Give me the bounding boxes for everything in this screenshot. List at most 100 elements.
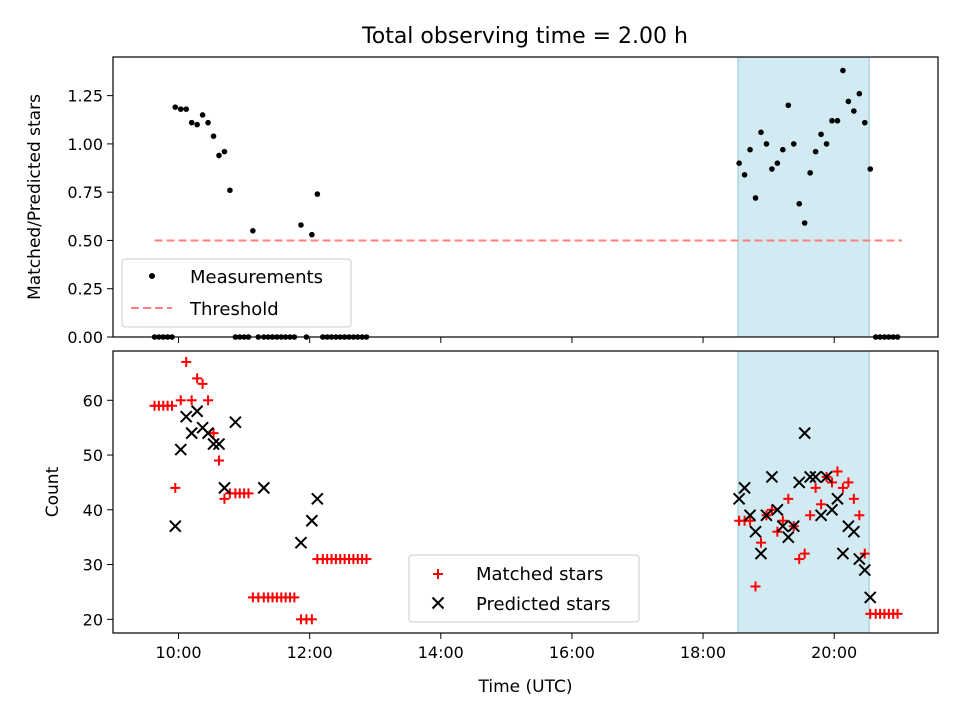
data-point-matched-stars bbox=[197, 378, 208, 389]
data-point-predicted-stars bbox=[825, 503, 839, 517]
data-point-predicted-stars bbox=[793, 476, 806, 489]
data-point-measurement bbox=[801, 220, 808, 226]
data-point-measurement bbox=[205, 119, 211, 126]
data-point-matched-stars bbox=[289, 592, 300, 603]
x-tick-label: 14:00 bbox=[418, 643, 464, 662]
data-point-measurement bbox=[314, 191, 321, 197]
data-point-matched-stars bbox=[181, 356, 192, 367]
data-point-matched-stars bbox=[777, 515, 788, 526]
x-tick-label: 16:00 bbox=[549, 643, 595, 662]
data-point-measurement bbox=[861, 119, 868, 126]
x-tick-label: 10:00 bbox=[156, 643, 202, 662]
bottom-axes: 20 30 40 50 60 10:00 12:00 14:00 16:00 18:00 20:0… bbox=[43, 350, 939, 697]
data-point-matched-stars bbox=[167, 400, 178, 411]
top-x-ticks bbox=[178, 337, 835, 343]
data-point-measurement bbox=[221, 148, 228, 155]
bottom-y-ticks: 20 30 40 50 60 bbox=[83, 391, 113, 629]
data-point-matched-stars bbox=[843, 477, 854, 488]
bottom-axes-frame bbox=[112, 350, 939, 634]
data-point-matched-stars bbox=[745, 515, 756, 526]
top-legend: Measurements Threshold bbox=[121, 258, 352, 328]
chart-title: Total observing time = 2.00 h bbox=[361, 24, 688, 49]
data-point-predicted-stars bbox=[169, 520, 182, 533]
data-point-predicted-stars bbox=[847, 525, 861, 538]
data-point-measurement bbox=[752, 195, 759, 201]
data-point-matched-stars bbox=[892, 608, 903, 619]
data-point-measurement bbox=[210, 133, 217, 139]
legend-marker-matched-stars bbox=[433, 569, 443, 579]
data-point-measurement bbox=[199, 112, 206, 118]
x-tick-label: 20:00 bbox=[811, 643, 857, 662]
data-point-predicted-stars bbox=[190, 405, 204, 418]
data-point-measurement bbox=[747, 146, 753, 153]
legend-label-matched-stars: Matched stars bbox=[476, 564, 603, 585]
data-point-predicted-stars bbox=[180, 410, 193, 423]
data-point-predicted-stars bbox=[732, 492, 746, 506]
data-point-predicted-stars bbox=[765, 470, 779, 484]
data-point-matched-stars bbox=[219, 493, 230, 504]
data-point-matched-stars bbox=[799, 548, 810, 559]
data-point-measurement bbox=[845, 98, 852, 105]
data-point-matched-stars bbox=[208, 428, 219, 439]
data-point-predicted-stars bbox=[743, 509, 757, 522]
top-axes-frame bbox=[112, 56, 939, 338]
data-point-predicted-stars bbox=[831, 492, 844, 506]
data-point-predicted-stars bbox=[174, 443, 187, 456]
data-point-matched-stars bbox=[175, 395, 186, 406]
observing-band-bottom bbox=[737, 350, 870, 634]
data-point-matched-stars bbox=[213, 455, 224, 466]
legend-marker-measurements bbox=[149, 273, 155, 279]
data-point-predicted-stars bbox=[201, 426, 215, 440]
y-tick-label: 0.75 bbox=[67, 183, 103, 202]
data-point-matched-stars bbox=[783, 493, 794, 504]
data-point-measurement bbox=[769, 166, 775, 172]
data-point-measurement bbox=[812, 148, 819, 155]
bottom-legend: Matched stars Predicted stars bbox=[408, 554, 640, 623]
data-point-predicted-stars bbox=[311, 492, 324, 506]
data-point-predicted-stars bbox=[257, 481, 271, 495]
data-point-measurement bbox=[823, 141, 830, 147]
data-point-measurement bbox=[851, 108, 857, 114]
data-point-matched-stars bbox=[848, 493, 859, 504]
y-tick-label: 0.50 bbox=[67, 231, 103, 250]
data-point-predicted-stars bbox=[787, 520, 800, 533]
data-point-matched-stars bbox=[192, 373, 203, 384]
data-point-predicted-stars bbox=[294, 536, 308, 549]
data-point-predicted-stars bbox=[305, 514, 319, 527]
data-point-matched-stars bbox=[361, 554, 372, 565]
data-point-measurement bbox=[298, 222, 304, 228]
data-point-matched-stars bbox=[837, 482, 848, 493]
data-point-measurement bbox=[741, 171, 748, 178]
y-tick-label: 1.00 bbox=[67, 135, 103, 154]
data-point-predicted-stars bbox=[836, 547, 850, 560]
y-tick-label: 30 bbox=[83, 556, 103, 575]
top-legend-box bbox=[121, 258, 352, 328]
legend-plus-glyph bbox=[433, 569, 443, 579]
data-point-measurement bbox=[194, 121, 200, 128]
data-point-predicted-stars bbox=[803, 470, 817, 484]
legend-x-glyph bbox=[431, 596, 445, 610]
data-point-matched-stars bbox=[243, 488, 254, 499]
data-point-matched-stars bbox=[805, 510, 816, 521]
data-point-matched-stars bbox=[794, 554, 805, 565]
data-point-predicted-stars bbox=[798, 426, 811, 440]
top-y-ticks: 0.00 0.25 0.50 0.75 1.00 1.25 bbox=[67, 87, 113, 347]
bottom-legend-box bbox=[408, 554, 640, 623]
data-point-measurement bbox=[774, 160, 781, 167]
data-point-measurement bbox=[177, 106, 184, 112]
data-point-predicted-stars bbox=[776, 520, 790, 533]
data-point-measurement bbox=[763, 141, 770, 147]
y-tick-label: 60 bbox=[83, 391, 103, 410]
x-axis-label: Time (UTC) bbox=[478, 677, 573, 697]
data-point-matched-stars bbox=[750, 581, 761, 592]
bottom-y-axis-label: Count bbox=[43, 466, 63, 517]
data-point-measurement bbox=[227, 187, 233, 194]
data-point-measurement bbox=[807, 170, 813, 176]
data-point-matched-stars bbox=[186, 395, 197, 406]
data-point-measurement bbox=[172, 104, 179, 111]
data-point-predicted-stars bbox=[754, 547, 768, 560]
y-tick-label: 0.00 bbox=[67, 328, 103, 347]
data-point-measurement bbox=[785, 102, 792, 109]
